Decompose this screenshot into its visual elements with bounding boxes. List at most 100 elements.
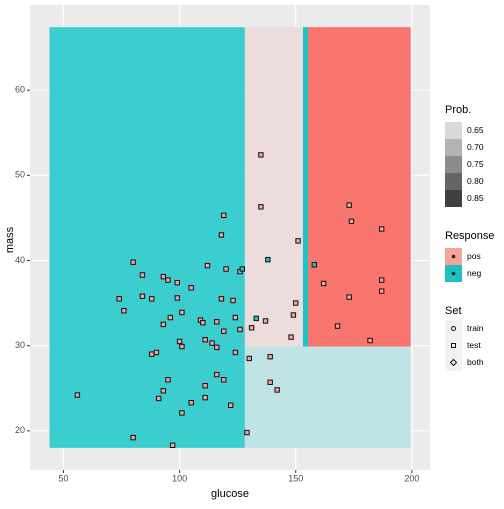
legend-label: neg	[467, 268, 481, 278]
point	[214, 344, 220, 351]
x-axis-title: glucose	[211, 488, 249, 500]
legend-label: pos	[467, 251, 481, 261]
legend-label: train	[467, 323, 484, 333]
point	[165, 377, 171, 383]
point	[116, 296, 122, 302]
legend-key	[445, 190, 462, 207]
point	[311, 262, 318, 268]
point	[232, 349, 239, 356]
point	[244, 429, 250, 436]
point	[188, 400, 194, 406]
point	[130, 259, 136, 265]
point	[160, 388, 167, 394]
point	[232, 314, 239, 321]
x-tick-label: 150	[288, 473, 303, 483]
point	[160, 273, 167, 280]
point	[267, 354, 273, 360]
region	[308, 27, 411, 347]
point	[174, 295, 180, 301]
point	[288, 334, 294, 340]
y-tick-label: 50	[15, 170, 25, 180]
point	[179, 309, 185, 316]
point	[214, 319, 220, 325]
point	[188, 285, 194, 291]
legend-label: 0.75	[467, 159, 484, 169]
legend-label: 0.65	[467, 125, 484, 135]
legend-label: 0.85	[467, 193, 484, 203]
point	[202, 382, 208, 389]
point	[160, 321, 167, 328]
y-axis-title: mass	[4, 226, 16, 253]
legend-key	[445, 139, 462, 156]
legend-symbol	[449, 358, 458, 367]
point	[214, 371, 220, 378]
point	[274, 387, 280, 393]
y-tick-label: 40	[15, 255, 25, 265]
point	[334, 323, 341, 329]
y-tick-label: 60	[15, 85, 25, 95]
region	[244, 346, 411, 448]
region	[244, 27, 303, 347]
point	[267, 379, 273, 385]
point	[74, 392, 81, 398]
legend-symbol	[451, 254, 456, 259]
legend-key	[445, 156, 462, 173]
legend-symbol	[451, 326, 456, 331]
point	[179, 410, 185, 416]
legend-title: Prob.	[445, 104, 471, 116]
legend-key	[445, 122, 462, 139]
legend-label: both	[467, 357, 484, 367]
legend-key	[445, 354, 462, 371]
point	[248, 325, 255, 331]
point	[155, 395, 162, 402]
point	[176, 338, 183, 345]
point	[320, 280, 327, 287]
point	[262, 318, 269, 324]
legend-key	[445, 173, 462, 190]
point	[202, 336, 208, 343]
point	[218, 232, 225, 238]
point	[209, 340, 215, 346]
point	[204, 262, 211, 269]
legend-title: Set	[445, 305, 462, 317]
point	[239, 266, 246, 272]
point	[200, 319, 206, 326]
point	[258, 152, 264, 158]
point	[230, 297, 236, 304]
point	[367, 337, 373, 344]
legend-label: test	[467, 340, 481, 350]
point	[149, 296, 155, 302]
point	[295, 238, 301, 244]
x-tick-label: 200	[404, 473, 419, 483]
point	[130, 434, 136, 441]
point	[167, 314, 174, 321]
x-tick-label: 100	[172, 473, 187, 483]
x-tick-label: 50	[58, 473, 68, 483]
legend-label: 0.70	[467, 142, 484, 152]
point	[348, 218, 355, 225]
point	[227, 402, 234, 408]
point	[218, 296, 225, 302]
point	[265, 256, 271, 263]
legend-symbol	[451, 343, 456, 348]
y-tick-label: 30	[15, 340, 25, 350]
point	[253, 315, 259, 322]
point	[139, 272, 146, 278]
point	[346, 202, 352, 208]
region	[49, 27, 245, 448]
point	[258, 204, 264, 210]
point	[139, 293, 146, 299]
point	[149, 351, 155, 357]
point	[223, 266, 229, 272]
region	[302, 27, 309, 347]
legend-title: Response	[445, 230, 495, 242]
point	[221, 328, 227, 334]
point	[378, 277, 385, 283]
point	[153, 349, 160, 356]
point	[378, 226, 385, 232]
point	[378, 288, 385, 294]
point	[237, 326, 243, 333]
point	[221, 377, 227, 383]
point	[293, 300, 299, 306]
legend-key	[445, 337, 462, 354]
